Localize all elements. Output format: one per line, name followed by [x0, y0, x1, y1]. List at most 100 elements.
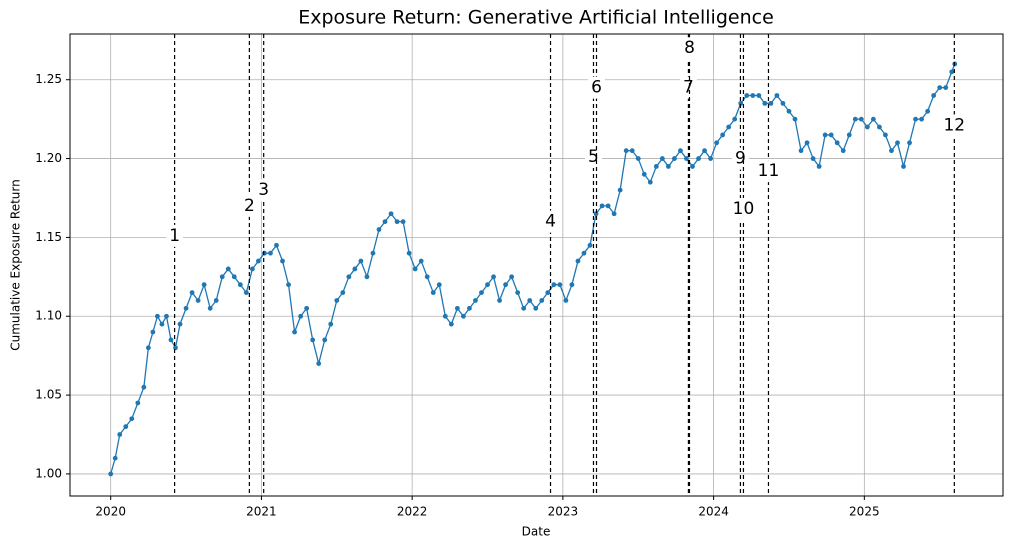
event-label-group: 9 — [732, 147, 749, 170]
data-point — [460, 313, 466, 319]
data-point — [394, 219, 400, 225]
x-tick-label: 2021 — [246, 505, 277, 519]
data-point — [168, 337, 174, 343]
data-point — [714, 140, 720, 146]
data-point — [358, 258, 364, 264]
data-point — [708, 156, 713, 161]
data-point — [919, 116, 925, 122]
data-point — [454, 305, 460, 311]
y-tick-label: 1.10 — [35, 309, 62, 323]
data-point — [696, 156, 701, 161]
data-point — [467, 305, 472, 311]
data-point — [436, 282, 442, 288]
data-point — [889, 148, 894, 154]
x-tick-label: 2020 — [95, 505, 126, 519]
data-point — [503, 282, 509, 288]
data-point — [497, 298, 502, 303]
data-point — [864, 124, 870, 130]
x-tick-label: 2022 — [397, 505, 428, 519]
data-point — [611, 211, 617, 217]
data-point — [690, 164, 695, 169]
data-point — [569, 282, 575, 288]
event-label-bg — [732, 147, 749, 170]
data-point — [593, 211, 599, 217]
y-tick-label: 1.25 — [35, 72, 62, 86]
data-point — [635, 156, 641, 161]
event-label-group: 5 — [585, 145, 602, 168]
data-point — [117, 432, 123, 437]
event-label-bg — [255, 179, 273, 202]
x-tick-label: 2025 — [849, 505, 880, 519]
data-point — [155, 313, 160, 319]
data-point — [913, 116, 918, 122]
event-label-bg — [681, 37, 698, 60]
data-point — [298, 313, 304, 319]
event-label-group: 2 — [240, 194, 258, 217]
data-point — [310, 337, 316, 343]
data-point — [816, 164, 822, 169]
data-point — [189, 290, 195, 295]
data-point — [412, 266, 418, 272]
data-point — [798, 148, 804, 154]
data-point — [732, 116, 738, 122]
data-point — [563, 298, 569, 303]
data-point — [256, 258, 261, 264]
data-point — [195, 298, 201, 303]
data-point — [145, 345, 151, 351]
data-point — [268, 250, 273, 256]
data-point — [780, 100, 786, 106]
event-label-bg — [240, 194, 258, 217]
y-tick-label: 1.20 — [35, 151, 62, 165]
event-label: 8 — [684, 38, 695, 58]
data-point — [322, 337, 328, 343]
data-point — [201, 282, 207, 288]
event-label-group: 7 — [680, 76, 697, 99]
data-point — [575, 258, 581, 264]
data-point — [515, 290, 521, 295]
data-point — [177, 321, 183, 327]
data-point — [907, 140, 912, 146]
data-point — [901, 164, 906, 169]
data-point — [243, 290, 249, 295]
data-point — [442, 313, 448, 319]
data-point — [599, 203, 605, 209]
data-point — [400, 219, 406, 225]
data-point — [858, 116, 864, 122]
data-point — [304, 305, 310, 311]
data-point — [925, 108, 931, 114]
data-point — [895, 140, 900, 146]
event-label-group: 1 — [166, 224, 184, 247]
data-point — [237, 282, 243, 288]
event-label-group: 3 — [255, 179, 273, 202]
data-point — [774, 93, 780, 98]
data-point — [280, 258, 285, 264]
data-point — [316, 361, 322, 366]
y-axis-label: Cumulative Exposure Return — [9, 179, 23, 351]
event-label-group: 10 — [729, 198, 758, 221]
event-label: 5 — [588, 147, 599, 167]
event-label: 3 — [258, 180, 269, 200]
data-point — [346, 274, 352, 280]
event-label-bg — [585, 145, 602, 168]
data-point — [870, 116, 876, 122]
data-point — [786, 108, 792, 114]
data-point — [388, 211, 394, 217]
event-label-group: 12 — [940, 114, 969, 137]
data-point — [527, 298, 533, 303]
data-point — [533, 305, 539, 311]
y-tick-label: 1.15 — [35, 230, 62, 244]
event-label-group: 8 — [681, 37, 698, 60]
event-label-bg — [680, 76, 697, 99]
data-point — [112, 455, 118, 461]
data-point — [937, 85, 943, 91]
data-point — [726, 124, 732, 130]
data-point — [756, 93, 762, 98]
data-point — [834, 140, 840, 146]
data-point — [678, 148, 683, 154]
data-point — [581, 250, 587, 256]
data-point — [521, 305, 527, 311]
data-point — [883, 132, 888, 138]
event-label-group: 6 — [588, 76, 605, 99]
data-point — [141, 384, 147, 390]
data-point — [159, 321, 165, 327]
